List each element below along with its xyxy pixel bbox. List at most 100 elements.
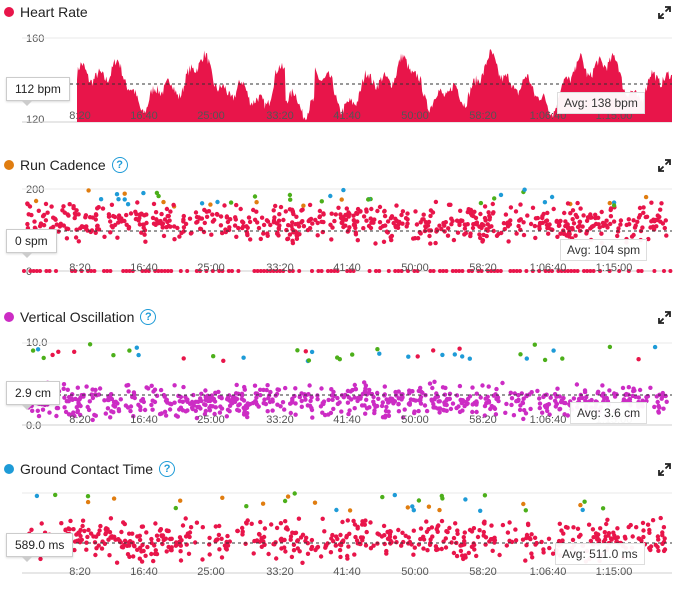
data-point [486, 384, 491, 389]
help-icon[interactable]: ? [140, 309, 157, 325]
data-point [518, 352, 523, 357]
data-point [352, 406, 357, 411]
data-point [331, 406, 336, 412]
data-point [71, 204, 76, 209]
data-point [287, 232, 293, 237]
data-point [482, 413, 487, 418]
data-point [271, 269, 276, 273]
data-point [548, 395, 553, 400]
data-point [63, 409, 69, 415]
data-point [328, 222, 333, 227]
data-point [492, 535, 497, 540]
data-point [438, 269, 442, 273]
data-point [450, 401, 456, 406]
data-point [358, 209, 363, 214]
data-point [158, 220, 163, 225]
data-point [171, 202, 176, 208]
data-point [566, 269, 570, 273]
data-point [118, 397, 124, 402]
expand-icon[interactable] [658, 159, 671, 172]
data-point [537, 405, 542, 411]
data-point [364, 209, 369, 214]
data-point [194, 269, 199, 273]
data-point [630, 393, 635, 399]
data-point [258, 236, 263, 242]
data-point [51, 224, 56, 230]
data-point [164, 206, 170, 212]
data-point [110, 225, 115, 230]
data-point [40, 214, 46, 219]
data-point [242, 387, 247, 392]
data-point [61, 204, 66, 209]
data-point [108, 516, 114, 521]
data-point [290, 269, 295, 273]
data-point [329, 387, 334, 392]
data-point [439, 226, 444, 232]
data-point [530, 269, 535, 273]
x-tick-label: 25:00 [197, 566, 225, 578]
expand-icon[interactable] [658, 463, 671, 476]
help-icon[interactable]: ? [111, 157, 128, 173]
data-point [371, 399, 376, 404]
expand-icon[interactable] [658, 6, 671, 19]
data-point [261, 222, 267, 228]
data-point [274, 525, 280, 531]
data-point [285, 236, 291, 241]
data-point [326, 397, 331, 403]
heart-rate-chart: 160 120 8:20 16:40 25:00 33:20 41:40 50:00 58:… [22, 33, 672, 126]
data-point [468, 231, 473, 236]
data-point [282, 545, 287, 550]
data-point [376, 396, 381, 401]
data-point [596, 538, 602, 543]
data-point [287, 269, 292, 273]
x-tick-label: 58:20 [469, 566, 497, 578]
data-point [161, 199, 166, 205]
data-point [356, 395, 361, 401]
data-point [605, 517, 610, 522]
expand-icon[interactable] [658, 311, 671, 324]
data-point [267, 399, 273, 405]
data-point [481, 533, 486, 538]
data-point [282, 407, 287, 412]
data-point [203, 388, 208, 393]
y-tick-top: 200 [26, 184, 44, 196]
data-point [465, 209, 470, 215]
data-point [396, 269, 401, 273]
data-point [400, 415, 406, 420]
data-point [140, 269, 145, 273]
data-point [73, 269, 78, 273]
data-point [89, 228, 95, 233]
data-point [402, 407, 407, 412]
data-point [295, 539, 300, 544]
data-point [470, 385, 475, 390]
data-point [565, 525, 570, 530]
average-label: Avg: 3.6 cm [570, 402, 648, 424]
data-point [120, 545, 126, 550]
data-point [384, 551, 389, 556]
data-point [273, 540, 278, 545]
data-point [425, 548, 430, 553]
data-point [492, 196, 497, 201]
data-point [329, 237, 334, 242]
data-point [225, 395, 231, 400]
data-point [29, 212, 34, 218]
help-icon[interactable]: ? [159, 461, 176, 477]
data-point [537, 396, 542, 401]
data-point [577, 219, 582, 225]
data-point [576, 396, 582, 402]
data-point [173, 505, 178, 511]
data-point [256, 225, 262, 231]
data-point [511, 413, 517, 418]
data-point [297, 394, 302, 400]
data-point [373, 241, 378, 246]
data-point [289, 223, 294, 229]
data-point [530, 205, 536, 210]
data-point [106, 214, 112, 219]
data-point [178, 498, 183, 503]
average-label: Avg: 138 bpm [557, 92, 645, 114]
data-point [181, 213, 186, 219]
data-point [457, 346, 462, 351]
x-tick-label: 1:06:40 [530, 262, 567, 274]
data-point [345, 553, 350, 559]
data-point [586, 522, 592, 527]
